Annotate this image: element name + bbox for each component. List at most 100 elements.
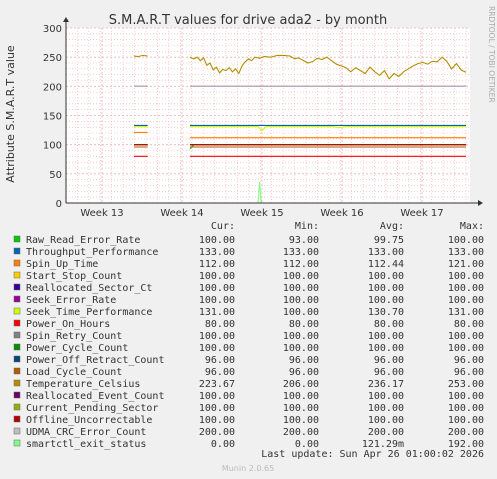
legend-value: 96.00 — [374, 355, 404, 366]
legend-value: 100.00 — [368, 295, 404, 306]
legend-swatch — [13, 355, 21, 363]
legend-value: 112.44 — [368, 259, 404, 270]
legend-value: 100.00 — [368, 403, 404, 414]
legend-value: 100.00 — [283, 271, 319, 282]
legend-value: 206.00 — [283, 379, 319, 390]
legend-value: 100.00 — [199, 295, 235, 306]
legend-swatch — [13, 439, 21, 447]
y-axis-arrow — [63, 17, 69, 22]
legend-value: 200.00 — [199, 427, 235, 438]
legend-value: 131.00 — [199, 307, 235, 318]
legend-value: 0.00 — [211, 439, 235, 450]
legend-swatch — [13, 259, 21, 267]
y-axis-label: Attribute S.M.A.R.T value — [4, 45, 17, 183]
legend-value: 99.75 — [374, 235, 404, 246]
legend-value: 100.00 — [199, 331, 235, 342]
legend-value: 192.00 — [448, 439, 484, 450]
legend-value: 112.00 — [199, 259, 235, 270]
legend-swatch — [13, 247, 21, 255]
legend-name: Reallocated_Sector_Ct — [26, 283, 152, 294]
legend-value: 100.00 — [448, 235, 484, 246]
y-tick-label: 50 — [49, 170, 62, 181]
y-tick-label: 0 — [56, 199, 62, 210]
legend-value: 100.00 — [448, 271, 484, 282]
legend-value: 133.00 — [199, 247, 235, 258]
legend-value: 100.00 — [448, 343, 484, 354]
legend-value: 121.29m — [362, 439, 404, 450]
series-line-temperature-celsius — [133, 54, 467, 80]
legend-value: 131.00 — [448, 307, 484, 318]
legend-value: 100.00 — [448, 283, 484, 294]
legend-value: 96.00 — [205, 355, 235, 366]
legend-value: 100.00 — [199, 415, 235, 426]
legend-value: 96.00 — [289, 367, 319, 378]
legend-swatch — [13, 367, 21, 375]
legend-value: 93.00 — [289, 235, 319, 246]
legend-name: Current_Pending_Sector — [26, 403, 158, 414]
legend-value: 100.00 — [283, 331, 319, 342]
legend-name: Temperature_Celsius — [26, 379, 140, 390]
legend-value: 133.00 — [368, 247, 404, 258]
legend-name: Offline_Uncorrectable — [26, 415, 152, 426]
chart-title: S.M.A.R.T values for drive ada2 - by mon… — [109, 13, 387, 28]
legend-value: 100.00 — [283, 403, 319, 414]
legend-swatch — [13, 271, 21, 279]
legend-value: 100.00 — [448, 391, 484, 402]
legend-value: 223.67 — [199, 379, 235, 390]
legend-value: 200.00 — [368, 427, 404, 438]
legend-name: Reallocated_Event_Count — [26, 391, 164, 402]
legend-swatch — [13, 427, 21, 435]
legend-swatch — [13, 307, 21, 315]
legend-value: 100.00 — [199, 391, 235, 402]
y-tick-label: 200 — [43, 82, 62, 93]
legend-value: 100.00 — [199, 235, 235, 246]
axes: 0 50 100 150 200 250 300 Week 13 Week 14 Week 15 W… — [43, 17, 483, 219]
x-axis-arrow — [478, 200, 483, 206]
legend-header: Min: — [295, 221, 319, 232]
legend-value: 96.00 — [289, 355, 319, 366]
legend-name: Throughput_Performance — [26, 247, 158, 258]
legend-value: 100.00 — [283, 295, 319, 306]
legend-value: 100.00 — [448, 403, 484, 414]
legend-value: 200.00 — [283, 427, 319, 438]
legend-value: 121.00 — [448, 259, 484, 270]
legend-name: Spin_Retry_Count — [26, 331, 122, 342]
legend-name: UDMA_CRC_Error_Count — [26, 427, 146, 438]
legend-swatch — [13, 403, 21, 411]
y-tick-label: 150 — [43, 112, 62, 123]
legend-value: 96.00 — [454, 355, 484, 366]
legend-value: 80.00 — [289, 319, 319, 330]
legend-value: 200.00 — [448, 427, 484, 438]
legend: Cur: Min: Avg: Max: Raw_Read_Error_Rate 100.0… — [13, 221, 484, 450]
legend-value: 100.00 — [283, 415, 319, 426]
x-tick-label: Week 14 — [160, 208, 203, 219]
munin-credit: Munin 2.0.65 — [222, 464, 274, 473]
legend-value: 100.00 — [283, 391, 319, 402]
legend-value: 80.00 — [374, 319, 404, 330]
x-tick-label: Week 17 — [400, 208, 443, 219]
legend-value: 100.00 — [368, 283, 404, 294]
legend-value: 236.17 — [368, 379, 404, 390]
legend-value: 112.00 — [283, 259, 319, 270]
legend-value: 253.00 — [448, 379, 484, 390]
legend-value: 0.00 — [295, 439, 319, 450]
legend-value: 130.70 — [368, 307, 404, 318]
last-update: Last update: Sun Apr 26 01:00:02 2026 — [261, 449, 484, 460]
legend-value: 100.00 — [448, 295, 484, 306]
legend-value: 100.00 — [199, 283, 235, 294]
legend-swatch — [13, 343, 21, 351]
legend-value: 100.00 — [368, 343, 404, 354]
legend-swatch — [13, 319, 21, 327]
legend-value: 80.00 — [205, 319, 235, 330]
rrdtool-credit: RRDTOOL / TOBI OETIKER — [487, 6, 496, 103]
legend-name: Power_Off_Retract_Count — [26, 355, 164, 366]
legend-value: 96.00 — [374, 367, 404, 378]
y-tick-label: 250 — [43, 53, 62, 64]
legend-name: Raw_Read_Error_Rate — [26, 235, 140, 246]
legend-swatch — [13, 235, 21, 243]
legend-swatch — [13, 391, 21, 399]
grid — [66, 27, 470, 204]
legend-swatch — [13, 331, 21, 339]
legend-value: 100.00 — [283, 307, 319, 318]
